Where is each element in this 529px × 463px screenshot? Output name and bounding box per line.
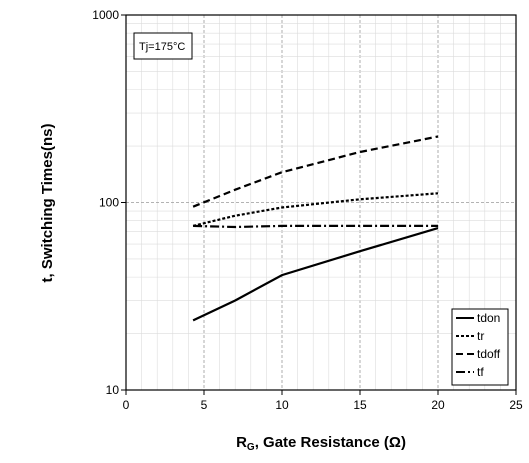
y-tick-label: 100 bbox=[99, 196, 119, 210]
x-tick-label: 20 bbox=[431, 398, 445, 412]
x-axis-label: RG, Gate Resistance (Ω) bbox=[236, 434, 406, 453]
legend-label-tr: tr bbox=[477, 329, 484, 343]
annotation-text: Tj=175°C bbox=[139, 41, 185, 53]
annotation-box: Tj=175°C bbox=[133, 32, 193, 60]
series-layer bbox=[192, 135, 439, 322]
x-tick-label: 5 bbox=[201, 398, 208, 412]
ticks: 0 5 10 15 20 25 10 100 1000 bbox=[92, 8, 523, 412]
x-axis-label-main: R bbox=[236, 434, 247, 451]
legend-label-tf: tf bbox=[477, 365, 484, 379]
x-tick-label: 0 bbox=[123, 398, 130, 412]
series-line-tdon bbox=[192, 227, 439, 322]
y-tick-label: 10 bbox=[106, 383, 120, 397]
x-axis-label-rest: , Gate Resistance (Ω) bbox=[255, 434, 406, 451]
series-line-tr bbox=[192, 192, 439, 227]
y-tick-label: 1000 bbox=[92, 8, 119, 22]
annotation-frame bbox=[133, 32, 193, 60]
legend-label-tdon: tdon bbox=[477, 311, 500, 325]
series-line-tf bbox=[193, 224, 438, 229]
x-tick-label: 15 bbox=[353, 398, 367, 412]
legend: tdon tr tdoff tf bbox=[451, 308, 509, 386]
x-tick-label: 25 bbox=[509, 398, 523, 412]
series-line-tdoff bbox=[192, 135, 439, 208]
y-axis-label: t, Switching Times(ns) bbox=[39, 124, 56, 283]
legend-label-tdoff: tdoff bbox=[477, 347, 501, 361]
x-axis-label-subscript: G bbox=[247, 442, 255, 453]
x-tick-label: 10 bbox=[275, 398, 289, 412]
